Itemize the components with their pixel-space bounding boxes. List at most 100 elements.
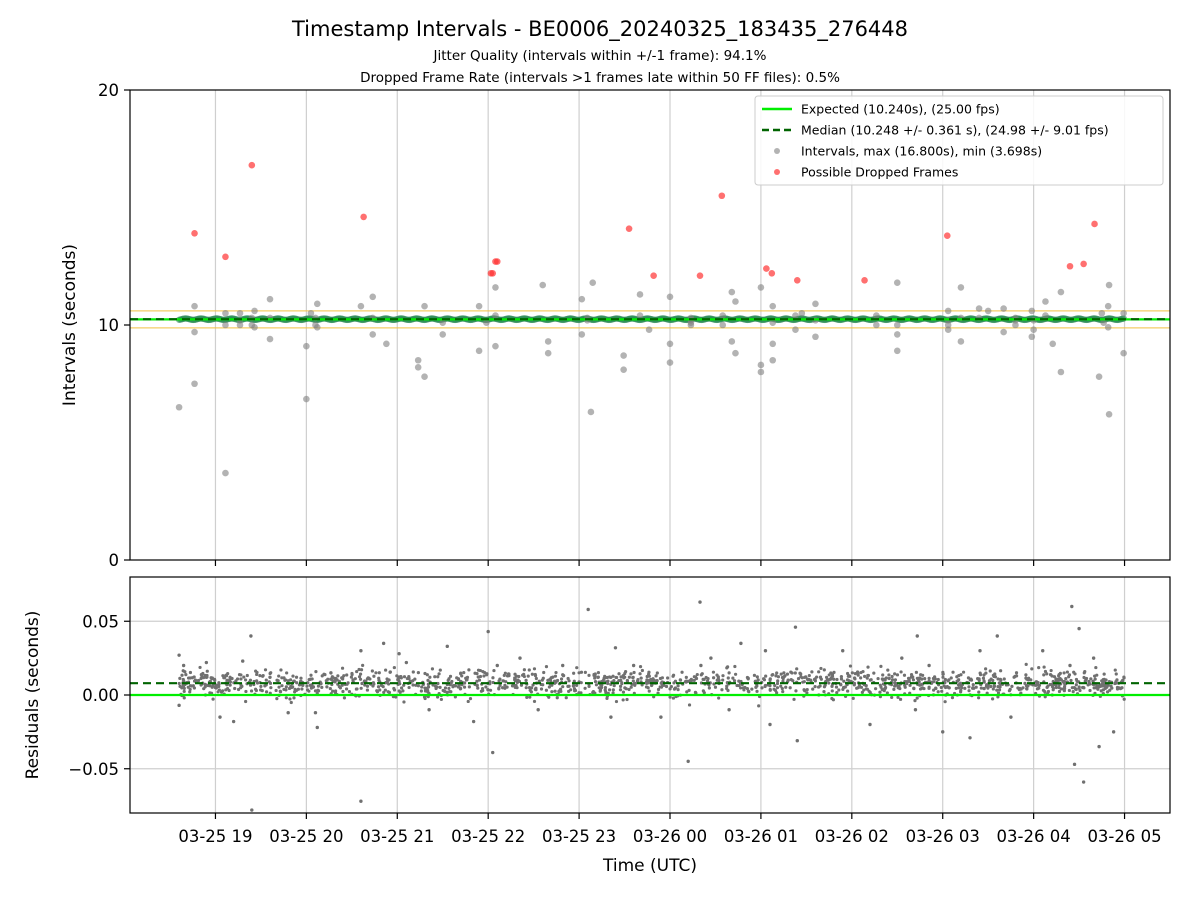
x-tick-label: 03-26 01 [724,827,798,846]
residual-point [542,670,546,675]
residual-point [313,689,318,693]
interval-point [175,403,183,411]
residual-point [779,672,783,676]
residual-point [481,669,485,674]
residual-point [236,687,241,692]
residual-outlier [659,715,663,719]
residual-point [596,671,601,675]
residual-point [958,681,963,685]
residual-point [347,690,352,694]
top-y-tick-label: 20 [98,81,119,100]
residual-point [680,670,684,674]
residual-point [914,670,918,674]
residual-point [430,667,435,671]
residual-point [913,699,917,703]
residual-point [557,689,561,694]
residual-point [320,685,324,689]
residual-point [909,675,913,679]
residual-point [237,672,242,677]
residual-point [1084,676,1089,681]
residual-point [880,677,884,681]
interval-point [719,312,727,319]
residual-outlier [709,656,713,660]
interval-point [769,319,777,326]
top-plot-frame [129,89,1171,561]
residual-outlier [181,663,186,668]
interval-point [798,309,806,317]
residual-outlier [359,799,363,803]
interval-point [1100,319,1107,326]
residual-point [668,695,672,699]
residual-point [341,677,345,681]
residual-point [885,691,889,695]
bottom-y-ticks: −0.05 0.00 0.05 [68,612,130,779]
residual-point [768,687,772,692]
residual-point [678,678,683,682]
residual-point [671,673,676,677]
residual-point [835,677,839,682]
residual-point [507,674,511,678]
residual-point [1115,678,1119,682]
interval-point [873,321,880,329]
interval-point [984,307,992,315]
interval-point [732,298,739,305]
residual-point [228,683,232,687]
residual-point [939,685,943,690]
residual-point [676,684,680,688]
residual-point [349,675,354,679]
residual-point [802,688,806,692]
residual-point [182,679,186,683]
residual-point [813,684,817,689]
residual-point [428,675,432,679]
residual-point [671,696,676,700]
residual-point [358,672,363,676]
residual-point [567,679,571,683]
residual-point [974,685,978,689]
residual-point [996,677,1000,681]
residual-point [859,685,864,689]
interval-point [587,408,595,416]
residual-point [510,684,515,688]
residual-point [977,677,981,681]
residual-point [908,683,912,687]
residual-point [981,676,986,680]
interval-point [957,284,965,291]
residual-outlier [177,653,181,657]
residual-point [967,689,971,693]
residual-point [456,685,460,689]
residual-point [435,685,439,689]
residual-point [621,698,625,702]
residual-point [398,690,402,694]
residual-point [1110,686,1114,690]
dropped-frame-point [768,270,776,277]
residual-point [807,673,811,678]
residual-point [1120,679,1125,683]
residual-point [295,681,299,685]
residual-point [612,679,616,683]
residual-outlier [1009,715,1013,719]
residual-point [855,686,859,690]
residual-point [464,676,468,680]
residual-point [488,688,493,692]
residual-outlier [491,750,495,755]
residual-point [887,676,891,681]
residual-point [811,687,815,691]
residual-point [564,696,568,700]
residual-outlier [913,708,918,712]
residual-point [340,683,344,687]
residual-point [345,673,349,677]
residual-point [712,682,716,686]
residual-point [370,669,374,673]
residual-point [819,677,823,681]
residual-point [672,687,677,691]
residual-point [283,678,287,682]
residual-point [259,684,263,689]
residual-point [288,697,292,701]
residual-point [860,690,864,694]
residual-point [721,674,725,678]
residual-point [774,674,778,678]
residual-point [263,684,267,688]
interval-point [475,302,483,310]
residual-point [279,668,283,672]
residual-point [277,685,281,689]
